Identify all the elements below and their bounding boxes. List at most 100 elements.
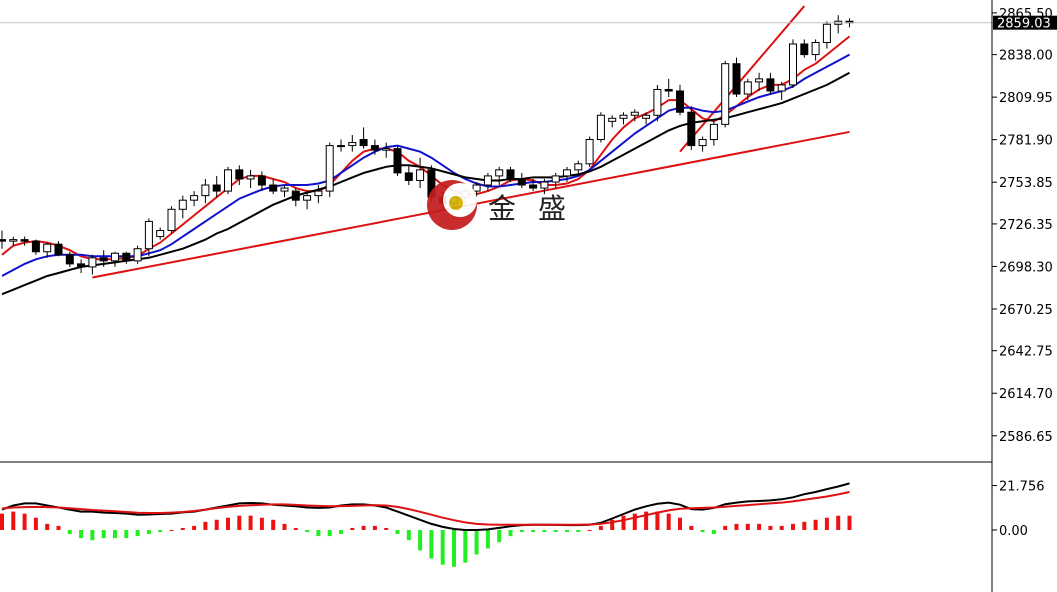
- candle: [822, 21, 831, 49]
- macd-bar-positive: [621, 515, 626, 530]
- macd-bar-positive: [610, 519, 615, 530]
- macd-bar-positive: [655, 511, 660, 530]
- candle: [495, 166, 504, 186]
- trendline-1: [679, 5, 806, 153]
- candle-body-down: [99, 257, 108, 262]
- price-tick-label: 2698.30: [999, 260, 1053, 275]
- macd-lines: [1, 482, 850, 531]
- macd-bar-negative: [418, 529, 423, 551]
- candle-body-up: [777, 84, 786, 92]
- macd-bar-negative: [395, 529, 400, 535]
- price-tick-label: 2753.85: [999, 176, 1053, 191]
- candle: [687, 106, 696, 151]
- candle: [540, 178, 549, 195]
- macd-bar-negative: [463, 529, 468, 563]
- macd-axis-ticks[interactable]: 21.756 0.00: [992, 480, 1045, 539]
- price-tick-label: 2670.25: [999, 303, 1053, 318]
- logo-text-2: 盛: [538, 192, 566, 225]
- candle-body-up: [144, 220, 153, 250]
- candle-body-down: [65, 254, 74, 265]
- macd-bar-negative: [711, 529, 716, 535]
- price-tick-label: 2614.70: [999, 387, 1053, 402]
- candle: [732, 57, 741, 98]
- candle-body-down: [506, 169, 515, 180]
- candle-body-up: [201, 184, 210, 197]
- macd-bar-positive: [361, 525, 366, 530]
- moving-average-2: [1, 71, 850, 296]
- candle: [800, 39, 809, 58]
- candle: [619, 112, 628, 125]
- watermark-logo: 金 盛: [427, 180, 566, 230]
- candle-body-down: [20, 239, 29, 242]
- candle: [721, 60, 730, 128]
- candle-body-up: [585, 139, 594, 165]
- candle: [269, 178, 278, 195]
- candle-body-down: [291, 190, 300, 201]
- current-price-box: [993, 15, 1057, 30]
- candle: [630, 109, 639, 122]
- macd-bar-negative: [553, 529, 558, 533]
- macd-bar-negative: [339, 529, 343, 535]
- candle: [77, 259, 86, 273]
- candle-body-up: [224, 169, 232, 192]
- candle: [370, 139, 379, 155]
- macd-bar-negative: [497, 529, 502, 543]
- candle-body-up: [709, 123, 718, 141]
- candle: [303, 191, 312, 210]
- macd-bar-negative: [101, 529, 106, 539]
- macd-bar-positive: [802, 521, 807, 530]
- moving-averages: [1, 35, 851, 296]
- candle: [314, 185, 323, 204]
- macd-bar-positive: [666, 513, 671, 530]
- candle-body-up: [416, 169, 425, 181]
- candle-body-up: [653, 88, 662, 116]
- candle-body-up: [9, 239, 18, 242]
- price-tick-label: 2838.00: [999, 49, 1053, 64]
- candle-body-up: [382, 148, 391, 151]
- candle-body-up: [111, 252, 119, 262]
- macd-bar-positive: [169, 529, 174, 531]
- macd-tick-label: 21.756: [999, 480, 1045, 495]
- candle: [88, 254, 97, 275]
- macd-bar-positive: [259, 517, 264, 530]
- candle-body-up: [563, 169, 571, 177]
- signal-line: [1, 491, 850, 526]
- candle-body-up: [596, 114, 605, 141]
- candle: [190, 191, 199, 207]
- macd-tick-label: 0.00: [999, 524, 1028, 539]
- candle-body-down: [766, 78, 775, 92]
- candle: [529, 178, 538, 192]
- macd-bar-positive: [237, 515, 242, 530]
- candle-body-down: [529, 184, 538, 189]
- candle: [517, 172, 526, 189]
- candle-body-down: [687, 111, 696, 147]
- macd-bar-positive: [226, 517, 230, 530]
- candle: [20, 236, 29, 246]
- macd-bar-negative: [135, 529, 140, 537]
- candle: [0, 230, 6, 249]
- macd-bar-positive: [192, 525, 197, 530]
- candle: [133, 245, 142, 264]
- macd-bar-positive: [248, 515, 253, 530]
- candle: [156, 227, 165, 240]
- candle-body-up: [789, 43, 797, 86]
- candle: [777, 81, 786, 101]
- candle: [743, 78, 752, 101]
- candle-body-up: [178, 199, 187, 210]
- macd-bar-positive: [11, 511, 16, 530]
- macd-bar-positive: [632, 513, 637, 530]
- macd-histogram: [0, 511, 852, 567]
- candle: [348, 134, 357, 152]
- candle-body-down: [235, 169, 244, 180]
- candle-body-up: [337, 145, 345, 148]
- candle-body-down: [664, 88, 673, 92]
- candle: [337, 139, 345, 152]
- candle-body-down: [122, 252, 131, 262]
- candle: [416, 157, 425, 189]
- macd-bar-positive: [757, 523, 762, 530]
- macd-bar-negative: [485, 529, 490, 549]
- macd-bar-positive: [384, 527, 389, 530]
- candle-body-up: [630, 111, 639, 116]
- candle: [9, 236, 18, 246]
- candle: [483, 172, 492, 192]
